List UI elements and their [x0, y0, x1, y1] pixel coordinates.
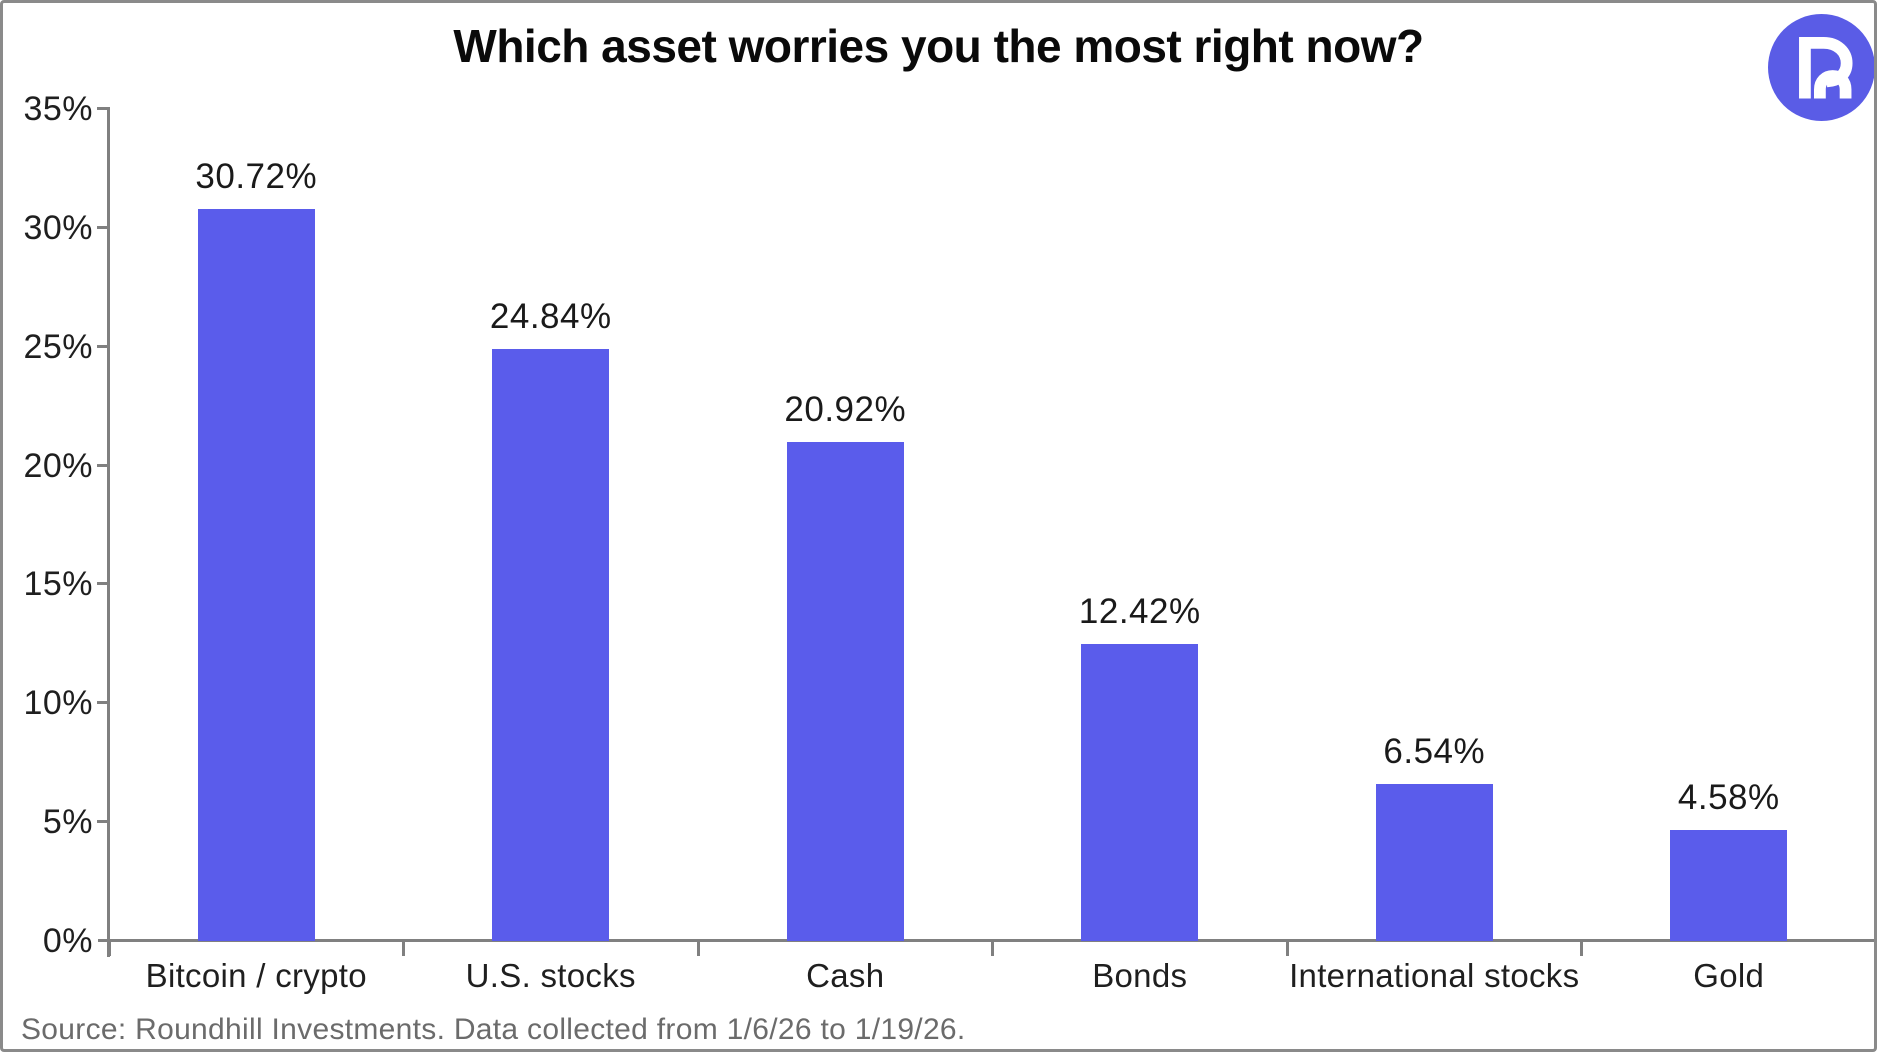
y-axis-tick: [97, 582, 109, 586]
x-axis-label-bitcoin-crypto: Bitcoin / crypto: [145, 957, 367, 994]
y-axis-tick: [97, 463, 109, 467]
x-axis-label-gold: Gold: [1693, 957, 1765, 994]
bar-value-label-gold: 4.58%: [1677, 778, 1780, 818]
chart-title: Which asset worries you the most right n…: [453, 20, 1424, 72]
y-axis-label-15: 15%: [23, 565, 93, 604]
y-axis-label-30: 30%: [23, 208, 93, 247]
bar-value-label-bonds: 12.42%: [1078, 591, 1201, 631]
bar-value-label-international-stocks: 6.54%: [1383, 731, 1486, 771]
y-axis-label-5: 5%: [42, 803, 93, 842]
x-axis-label-bonds: Bonds: [1092, 957, 1188, 994]
source-note: Source: Roundhill Investments. Data coll…: [21, 1013, 966, 1046]
x-axis-tick: [696, 939, 700, 956]
bar-international-stocks: [1375, 783, 1493, 941]
bar-value-label-cash: 20.92%: [784, 389, 907, 429]
bar-value-label-u-s-stocks: 24.84%: [489, 296, 612, 336]
y-axis-label-0: 0%: [42, 922, 93, 960]
x-axis-tick: [1285, 939, 1289, 956]
x-axis-tick: [1580, 939, 1583, 956]
y-axis-label-25: 25%: [23, 327, 93, 366]
y-axis-label-10: 10%: [23, 684, 93, 723]
bar-u-s-stocks: [492, 348, 610, 941]
y-axis-tick: [97, 225, 109, 229]
x-axis-tick: [107, 939, 111, 956]
x-axis-tick: [402, 939, 405, 956]
x-axis-tick: [991, 939, 994, 956]
y-axis-tick: [97, 820, 109, 824]
y-axis-label-20: 20%: [23, 446, 93, 485]
x-axis-label-cash: Cash: [806, 957, 885, 994]
y-axis-tick: [97, 701, 109, 705]
y-axis-tick: [97, 344, 109, 348]
bar-cash: [786, 441, 904, 941]
bar-gold: [1670, 830, 1788, 941]
roundhill-logo: [1768, 14, 1874, 121]
y-axis-label-35: 35%: [23, 90, 93, 128]
y-axis-line: [107, 107, 110, 957]
x-axis-label-u-s-stocks: U.S. stocks: [465, 957, 636, 994]
x-axis-line: [98, 939, 1874, 942]
bar-bonds: [1081, 643, 1199, 941]
x-axis-label-international-stocks: International stocks: [1289, 957, 1580, 994]
logo-circle-background: [1768, 14, 1874, 121]
bar-value-label-bitcoin-crypto: 30.72%: [195, 156, 318, 196]
logo-r-glyph: [1799, 37, 1853, 99]
y-axis-tick: [97, 107, 109, 110]
bar-bitcoin-crypto: [197, 208, 315, 941]
